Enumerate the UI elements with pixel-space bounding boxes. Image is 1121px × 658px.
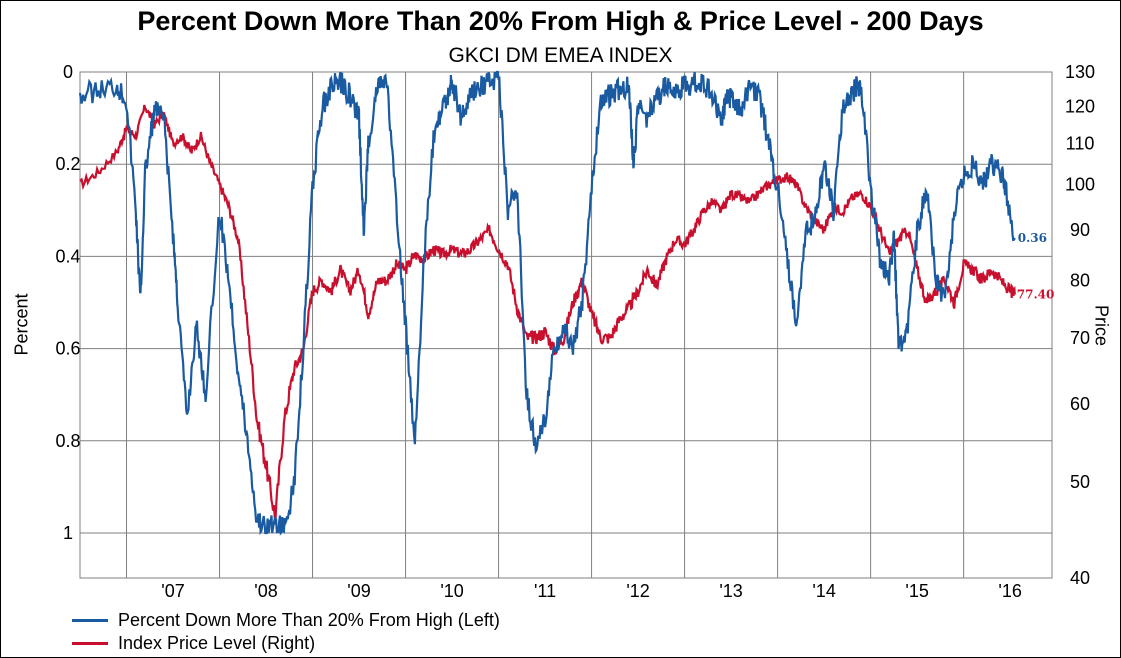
x-tick-label: '14 — [812, 581, 835, 601]
x-tick-label: '15 — [905, 581, 928, 601]
end-label-percent-down: 0.36 — [1018, 231, 1047, 245]
legend-label-percent-down: Percent Down More Than 20% From High (Le… — [118, 609, 500, 630]
chart-subtitle: GKCI DM EMEA INDEX — [448, 44, 673, 67]
x-tick-label: '16 — [998, 581, 1021, 601]
x-tick-label: '11 — [534, 581, 556, 601]
series-line-price-level — [79, 104, 1016, 525]
left-axis-label: Percent — [11, 293, 32, 356]
legend-swatch-blue — [72, 618, 108, 622]
right-tick-label: 90 — [1070, 220, 1090, 240]
legend-swatch-red — [72, 641, 108, 645]
x-tick-label: '07 — [161, 581, 184, 601]
left-tick-label: 0 — [63, 62, 73, 82]
right-tick-label: 100 — [1065, 175, 1095, 195]
x-tick-label: '10 — [440, 581, 463, 601]
series-line-percent-down — [78, 70, 1016, 536]
x-tick-label: '09 — [347, 581, 370, 601]
right-tick-label: 80 — [1070, 270, 1090, 290]
right-tick-label: 130 — [1065, 62, 1095, 82]
right-tick-label: 50 — [1070, 472, 1090, 492]
left-tick-label: 0.8 — [55, 431, 80, 451]
legend-label-price-level: Index Price Level (Right) — [118, 632, 316, 653]
right-tick-label: 60 — [1070, 394, 1090, 414]
left-tick-label: 1 — [63, 523, 73, 543]
legend-entry-percent-down: Percent Down More Than 20% From High (Le… — [72, 609, 500, 631]
left-tick-label: 0.6 — [55, 339, 80, 359]
chart-title: Percent Down More Than 20% From High & P… — [137, 6, 984, 36]
end-label-price-level: 77.40 — [1017, 288, 1055, 302]
plot-area-border — [79, 71, 1053, 579]
x-tick-label: '13 — [719, 581, 742, 601]
left-tick-label: 0.4 — [55, 246, 80, 266]
x-tick-label: '12 — [626, 581, 649, 601]
left-tick-label: 0.2 — [55, 154, 80, 174]
right-tick-label: 70 — [1070, 328, 1090, 348]
right-axis-label: Price — [1091, 304, 1112, 346]
right-tick-label: 110 — [1066, 134, 1095, 154]
right-tick-label: 40 — [1070, 568, 1090, 588]
x-tick-label: '08 — [254, 581, 277, 601]
right-tick-label: 120 — [1065, 96, 1095, 116]
legend-entry-price-level: Index Price Level (Right) — [72, 632, 315, 654]
